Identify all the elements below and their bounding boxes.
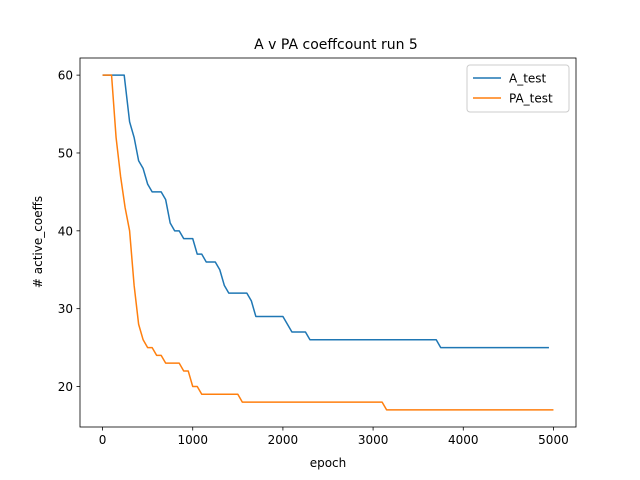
series-line-0 <box>102 74 549 349</box>
legend-label-0: A_test <box>509 72 547 86</box>
y-tick-label-1: 30 <box>58 302 73 316</box>
legend-box <box>466 64 570 113</box>
x-tick-label-4: 4000 <box>448 433 479 447</box>
y-tick-label-0: 20 <box>58 380 73 394</box>
y-tick-label-3: 50 <box>58 146 73 160</box>
series-line-1 <box>102 74 554 411</box>
y-axis-label: # active_coeffs <box>31 196 45 288</box>
plot-area <box>102 74 554 411</box>
axes: 0 1000 2000 3000 4000 5000 20 30 40 50 60 <box>58 57 577 447</box>
x-tick-label-0: 0 <box>99 433 107 447</box>
y-tick-label-4: 60 <box>58 69 73 83</box>
legend-label-1: PA_test <box>509 92 553 106</box>
axes-frame <box>79 57 577 428</box>
y-tick-label-2: 40 <box>58 224 73 238</box>
x-tick-label-1: 1000 <box>177 433 208 447</box>
legend: A_test PA_test <box>466 64 570 113</box>
x-tick-label-3: 3000 <box>358 433 389 447</box>
x-tick-label-2: 2000 <box>268 433 299 447</box>
x-tick-label-5: 5000 <box>538 433 569 447</box>
x-axis-label: epoch <box>310 456 347 470</box>
chart-title: A v PA coeffcount run 5 <box>254 37 418 53</box>
